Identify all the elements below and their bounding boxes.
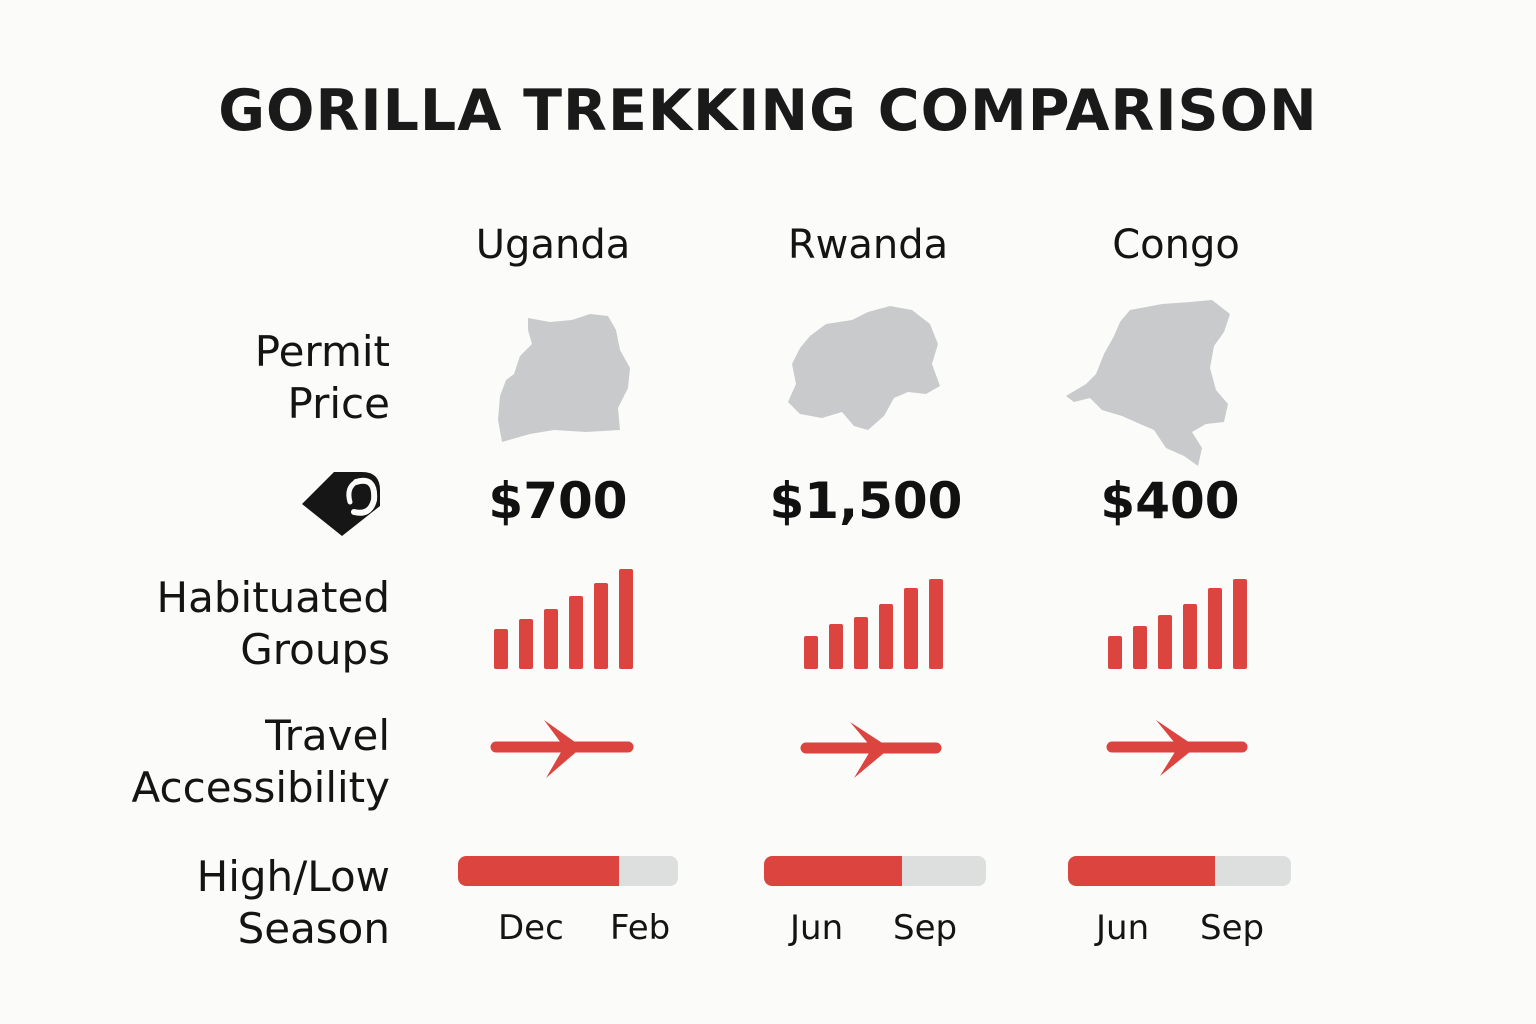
country-name: Uganda — [475, 222, 631, 268]
row-label-line: Travel — [265, 711, 390, 760]
season-end-month: Feb — [610, 908, 671, 948]
row-label-line: Accessibility — [131, 763, 390, 812]
row-label-permit-price: Permit Price — [255, 326, 390, 430]
season-start-month: Jun — [1096, 908, 1150, 948]
group-bar — [854, 617, 868, 669]
permit-price: $1,500 — [769, 472, 963, 530]
bar-chart-icon — [804, 579, 943, 669]
permit-price: $400 — [1100, 472, 1240, 530]
group-bar — [904, 588, 918, 669]
bar-chart-icon — [1108, 579, 1247, 669]
group-bar — [544, 609, 558, 669]
season-bar-fill — [764, 856, 902, 886]
group-bar — [619, 569, 633, 669]
season-end-month: Sep — [893, 908, 958, 948]
season-start-month: Dec — [498, 908, 564, 948]
group-bar — [829, 624, 843, 669]
airplane-icon — [490, 720, 634, 778]
group-bar — [1133, 626, 1147, 669]
country-map-icon — [498, 314, 630, 442]
group-bar — [1183, 604, 1197, 669]
row-label-line: Permit — [254, 327, 390, 376]
row-label-habituated-groups: Habituated Groups — [157, 572, 390, 676]
row-label-line: High/Low — [196, 852, 390, 901]
group-bar — [494, 629, 508, 669]
season-bar — [458, 856, 678, 886]
group-bar — [1158, 615, 1172, 669]
group-bar — [804, 636, 818, 669]
airplane-icon — [1106, 720, 1248, 776]
price-tag-icon — [302, 472, 380, 536]
row-label-travel-accessibility: Travel Accessibility — [132, 710, 390, 814]
season-bar — [764, 856, 986, 886]
airplane-icon — [800, 722, 942, 778]
group-bar — [569, 596, 583, 669]
group-bar — [519, 619, 533, 669]
row-label-line: Groups — [240, 625, 390, 674]
group-bar — [594, 583, 608, 669]
group-bar — [1108, 636, 1122, 669]
row-label-season: High/Low Season — [197, 851, 390, 955]
row-label-line: Price — [287, 379, 390, 428]
country-name: Congo — [1112, 222, 1240, 268]
row-label-line: Habituated — [156, 573, 390, 622]
permit-price: $700 — [488, 472, 628, 530]
season-bar-fill — [1068, 856, 1216, 886]
season-bar-fill — [458, 856, 619, 886]
group-bar — [879, 604, 893, 669]
group-bar — [929, 579, 943, 669]
season-bar — [1068, 856, 1291, 886]
group-bar — [1208, 588, 1222, 669]
country-map-icon — [788, 306, 940, 430]
season-start-month: Jun — [790, 908, 844, 948]
row-label-line: Season — [237, 904, 390, 953]
group-bar — [1233, 579, 1247, 669]
country-map-icon — [1066, 300, 1230, 466]
season-end-month: Sep — [1200, 908, 1265, 948]
page-title: GORILLA TREKKING COMPARISON — [218, 78, 1318, 144]
bar-chart-icon — [494, 569, 633, 669]
country-name: Rwanda — [787, 222, 949, 268]
